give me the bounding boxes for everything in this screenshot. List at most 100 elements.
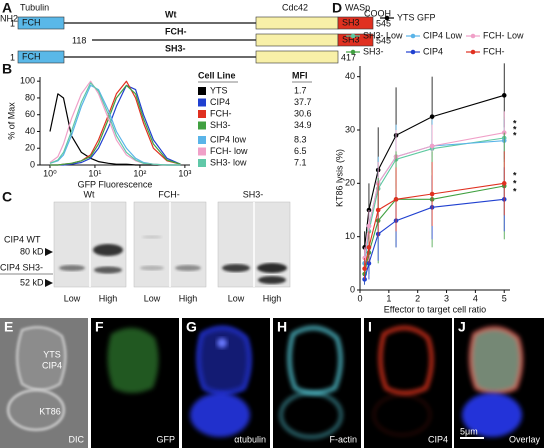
significance: * <box>513 124 517 134</box>
legend-marker <box>470 33 476 39</box>
histogram-curve <box>49 93 181 166</box>
image-frame <box>273 318 361 448</box>
scale-label: 5μm <box>460 426 478 436</box>
legend-swatch <box>198 159 206 167</box>
legend-marker <box>350 33 356 39</box>
x-tick-label: 4 <box>473 293 478 303</box>
y-tick-label: 60 <box>25 109 35 119</box>
cell-signal <box>378 326 434 395</box>
data-point <box>429 191 435 197</box>
legend-header: MFI <box>292 70 308 80</box>
n-terminus: NH2 <box>0 13 18 23</box>
domain-box <box>17 50 65 64</box>
mfi-value: 7.1 <box>294 157 307 167</box>
legend-swatch <box>198 87 206 95</box>
legend-swatch <box>198 121 206 130</box>
micrograph <box>0 318 88 448</box>
legend-label: SH3- Low <box>363 30 403 40</box>
legend-label: CIP4 <box>423 46 443 56</box>
domain-box <box>337 33 374 47</box>
channel-label: GFP <box>156 434 175 444</box>
panel-letter: G <box>186 319 197 335</box>
domain-label: Tubulin <box>20 2 49 12</box>
cell-signal <box>198 327 250 393</box>
domain-box <box>255 50 339 64</box>
legend-label: SH3- <box>210 120 231 130</box>
cell-label: KT86 <box>39 406 61 416</box>
domain-box <box>17 16 65 30</box>
cell-signal <box>469 326 523 395</box>
domain-label: WASp <box>345 2 370 12</box>
cell-signal <box>107 327 159 393</box>
construct-name: FCH- <box>165 26 187 36</box>
legend-swatch <box>198 147 206 156</box>
panel-letter: D <box>332 0 342 16</box>
panel-letter: E <box>4 319 13 335</box>
y-tick-label: 30 <box>345 124 355 134</box>
panel-letter: F <box>95 319 104 335</box>
significance: * <box>513 118 517 128</box>
data-point <box>362 277 367 282</box>
channel-label: F-actin <box>329 434 357 444</box>
legend-label: SH3- low <box>210 157 247 167</box>
y-tick-label: 80 <box>25 92 35 102</box>
arrowhead <box>45 248 53 256</box>
domain-label: Cdc42 <box>282 2 308 12</box>
micrograph <box>273 318 361 448</box>
lane-label: Low <box>228 293 245 303</box>
legend-label: CIP4 <box>210 97 230 107</box>
y-tick-label: 0 <box>30 159 35 169</box>
blot-title: FCH- <box>158 189 180 199</box>
mfi-value: 34.9 <box>294 120 312 130</box>
start-residue: 1 <box>10 52 15 62</box>
end-residue: 545 <box>376 18 391 28</box>
lysis-line <box>364 94 505 248</box>
y-tick-label: 20 <box>345 178 355 188</box>
data-point <box>393 197 399 202</box>
x-tick-label: 0 <box>357 293 362 303</box>
domain-box <box>255 16 339 30</box>
y-tick-label: 100 <box>20 76 35 86</box>
x-tick-label: 3 <box>444 293 449 303</box>
blot-band <box>59 265 85 271</box>
blot-band <box>258 276 286 284</box>
x-tick-label: 10⁰ <box>43 168 57 178</box>
y-axis-title: KT86 lysis (%) <box>334 149 344 207</box>
start-residue: 118 <box>72 35 86 45</box>
blot-title: SH3- <box>243 189 264 199</box>
x-tick-label: 10¹ <box>88 168 101 178</box>
legend-label: YTS <box>210 85 228 95</box>
channel-label: Overlay <box>509 434 541 444</box>
mfi-value: 8.3 <box>294 134 307 144</box>
blot-band <box>222 264 250 272</box>
image-frame <box>364 318 452 448</box>
micrograph <box>364 318 452 448</box>
construct-name: SH3- <box>165 43 186 53</box>
legend-marker <box>350 49 356 55</box>
cell-signal <box>462 393 522 437</box>
data-point <box>366 261 372 266</box>
panel-letter: I <box>368 319 372 335</box>
blot-band <box>93 244 123 256</box>
cell-outline <box>7 389 65 431</box>
micrograph <box>454 318 544 448</box>
panel-letter: H <box>277 319 287 335</box>
x-axis-title: Effector to target cell ratio <box>384 304 486 314</box>
legend-label: FCH- <box>483 46 505 56</box>
y-tick-label: 40 <box>25 126 35 136</box>
micrograph <box>182 318 270 448</box>
start-residue: 1 <box>10 18 15 28</box>
data-point <box>501 181 507 186</box>
blot-band <box>142 235 162 239</box>
domain-box <box>337 16 374 30</box>
data-point <box>429 114 435 119</box>
blot-band <box>140 265 164 271</box>
y-tick-label: 10 <box>345 231 355 241</box>
panel-letter: A <box>2 0 12 16</box>
cell-signal <box>287 326 343 395</box>
x-axis-title: GFP Fluorescence <box>78 179 153 189</box>
x-tick-label: 10² <box>133 168 146 178</box>
panel-letter: C <box>2 189 12 205</box>
lysis-line <box>364 185 505 275</box>
